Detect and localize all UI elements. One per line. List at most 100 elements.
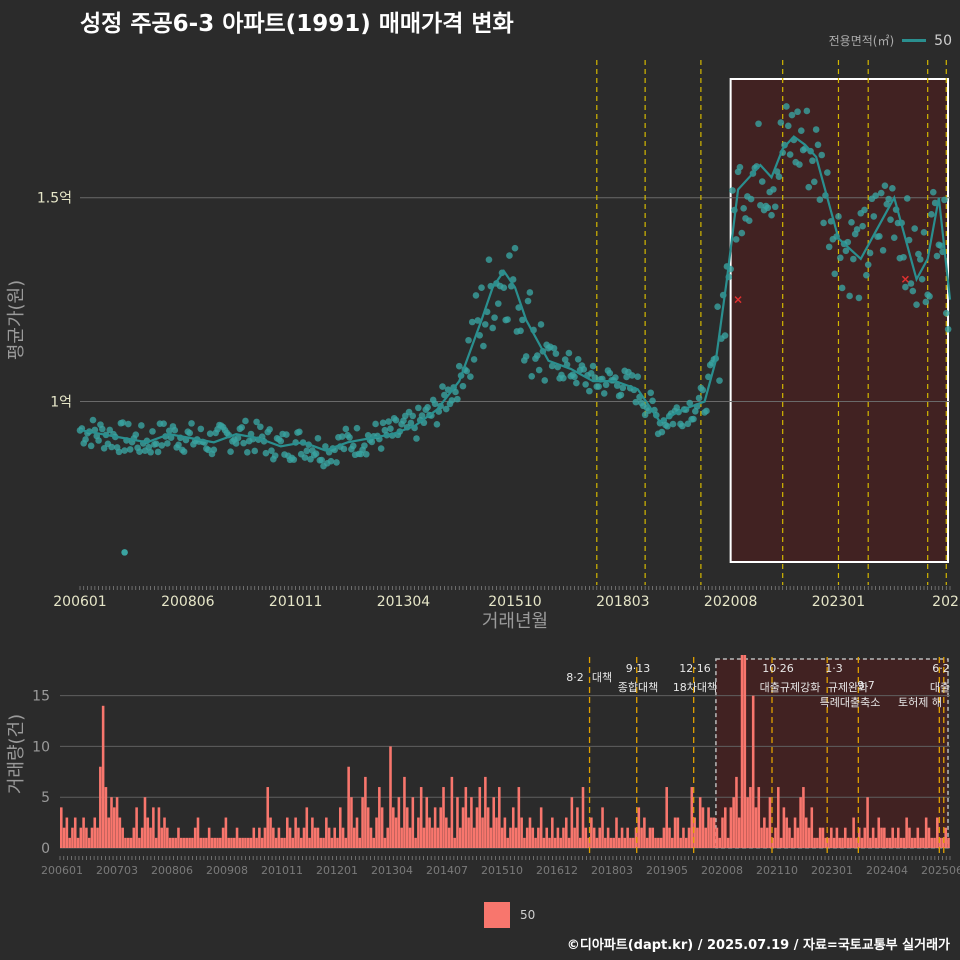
price-point <box>327 457 335 465</box>
price-point <box>481 321 489 328</box>
price-point <box>444 386 452 393</box>
volume-bar <box>252 827 256 848</box>
volume-bar <box>87 837 91 848</box>
volume-bar <box>804 817 808 848</box>
x-tick-label: 202008 <box>704 594 757 610</box>
volume-bar <box>327 827 331 848</box>
volume-bar <box>715 827 719 848</box>
volume-bar <box>450 776 454 848</box>
price-point <box>504 316 511 323</box>
x-tick-label: 200601 <box>53 594 106 610</box>
price-point <box>915 250 922 258</box>
volume-bar <box>442 787 445 848</box>
volume-bar <box>749 787 752 848</box>
volume-bar <box>65 817 69 848</box>
volume-bar <box>311 817 314 848</box>
price-point <box>455 362 463 370</box>
policy-date-label: 12·16 <box>679 662 711 675</box>
price-point <box>100 445 108 452</box>
volume-bar <box>386 827 389 848</box>
price-point <box>158 442 166 449</box>
price-point <box>736 163 744 171</box>
price-point <box>474 317 482 324</box>
price-point <box>768 211 775 219</box>
price-point <box>409 412 417 420</box>
price-point <box>491 314 498 321</box>
volume-bar <box>598 827 602 848</box>
price-point <box>511 244 519 252</box>
price-point <box>571 373 578 381</box>
price-point <box>909 287 917 295</box>
volume-bar <box>294 817 297 848</box>
price-point <box>617 391 625 399</box>
volume-bar <box>431 827 434 848</box>
volume-bar <box>492 797 496 848</box>
volume-bar <box>378 787 381 848</box>
volume-bar <box>564 817 568 848</box>
policy-label: 18차대책 <box>673 681 717 694</box>
volume-bar <box>654 837 657 848</box>
legend-line-swatch <box>902 39 927 42</box>
volume-bar <box>810 807 814 848</box>
volume-bar <box>277 827 281 848</box>
volume-bar <box>885 837 889 848</box>
policy-label: 대출 <box>930 681 950 694</box>
volume-bar <box>394 817 398 848</box>
price-point <box>333 459 340 466</box>
volume-bar <box>927 827 931 848</box>
volume-bar <box>774 827 777 848</box>
volume-bar <box>79 827 83 848</box>
price-point <box>870 213 878 220</box>
price-point <box>732 236 740 243</box>
volume-bar <box>207 827 211 848</box>
price-point <box>257 423 264 431</box>
volume-bar <box>690 787 694 848</box>
price-point <box>312 450 320 458</box>
x-tick-label: 201905 <box>646 864 688 877</box>
volume-bar <box>732 797 735 848</box>
volume-bar <box>461 807 465 848</box>
x-tick-label: 201612 <box>536 864 578 877</box>
price-point <box>848 219 855 226</box>
volume-bar <box>188 837 191 848</box>
price-point <box>810 178 818 186</box>
volume-bar <box>124 837 127 848</box>
volume-bar <box>319 837 323 848</box>
price-point <box>580 365 588 373</box>
price-point <box>803 107 811 115</box>
volume-bar <box>249 837 253 848</box>
price-point <box>147 448 154 456</box>
price-point <box>933 252 941 260</box>
volume-bar <box>352 827 356 848</box>
volume-bar <box>707 807 710 848</box>
legend-bar-swatch <box>484 902 510 928</box>
price-point <box>387 425 394 432</box>
price-point <box>574 355 582 363</box>
volume-bar <box>631 837 635 848</box>
price-point <box>565 349 573 357</box>
volume-bar <box>651 827 655 848</box>
volume-bar <box>687 827 691 848</box>
volume-bar <box>185 837 189 848</box>
volume-bar <box>816 837 819 848</box>
price-point <box>877 189 885 197</box>
price-point <box>918 275 926 283</box>
volume-bar <box>160 827 164 848</box>
x-tick-label: 202110 <box>756 864 798 877</box>
policy-label: 종합대책 <box>618 681 658 694</box>
volume-bar <box>944 827 947 848</box>
price-point <box>186 429 193 437</box>
volume-bar <box>570 797 574 848</box>
price-point <box>885 195 892 203</box>
price-point <box>658 428 666 436</box>
volume-bar <box>910 837 914 848</box>
volume-bar <box>101 705 105 848</box>
price-point <box>729 187 736 194</box>
volume-bar <box>76 837 80 848</box>
price-point <box>686 399 694 407</box>
volume-bar <box>682 827 685 848</box>
price-point <box>459 382 467 390</box>
volume-bar <box>941 837 945 848</box>
volume-bar <box>595 837 599 848</box>
volume-bar <box>199 837 203 848</box>
